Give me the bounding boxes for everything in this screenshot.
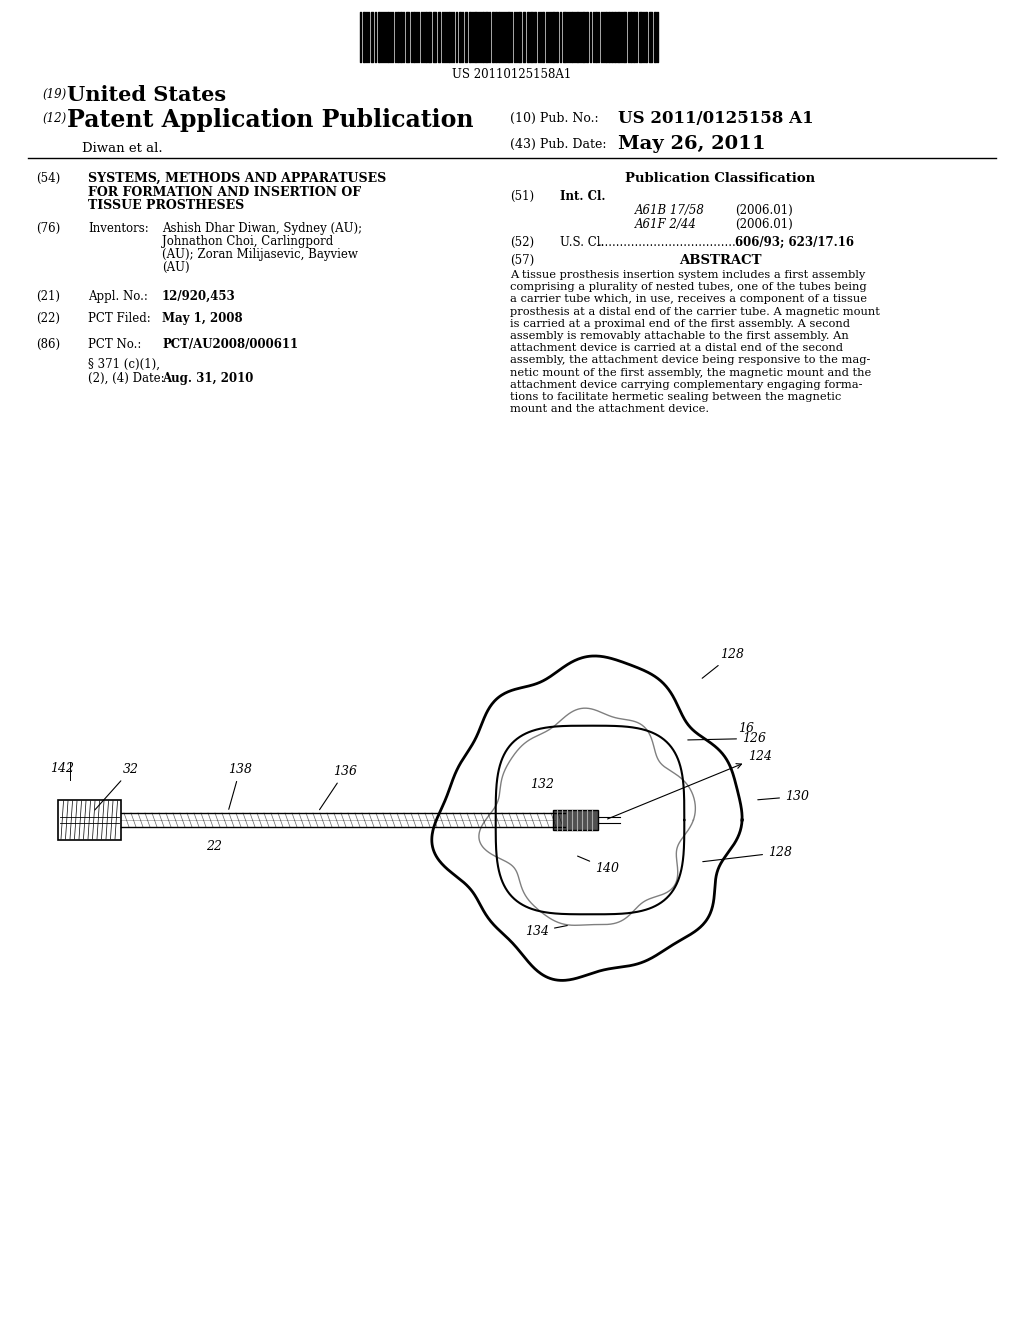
Text: U.S. Cl.: U.S. Cl. bbox=[560, 236, 604, 249]
Text: 140: 140 bbox=[578, 857, 618, 875]
Text: § 371 (c)(1),: § 371 (c)(1), bbox=[88, 358, 160, 371]
Text: May 1, 2008: May 1, 2008 bbox=[162, 312, 243, 325]
Text: 130: 130 bbox=[758, 789, 809, 803]
Text: mount and the attachment device.: mount and the attachment device. bbox=[510, 404, 710, 414]
Text: 128: 128 bbox=[702, 648, 744, 678]
Text: is carried at a proximal end of the first assembly. A second: is carried at a proximal end of the firs… bbox=[510, 319, 850, 329]
Text: comprising a plurality of nested tubes, one of the tubes being: comprising a plurality of nested tubes, … bbox=[510, 282, 866, 292]
Text: (AU): (AU) bbox=[162, 261, 189, 275]
Text: Aug. 31, 2010: Aug. 31, 2010 bbox=[162, 372, 253, 385]
Text: netic mount of the first assembly, the magnetic mount and the: netic mount of the first assembly, the m… bbox=[510, 367, 871, 378]
Text: assembly is removably attachable to the first assembly. An: assembly is removably attachable to the … bbox=[510, 331, 849, 341]
Text: attachment device carrying complementary engaging forma-: attachment device carrying complementary… bbox=[510, 380, 862, 389]
Text: prosthesis at a distal end of the carrier tube. A magnetic mount: prosthesis at a distal end of the carrie… bbox=[510, 306, 880, 317]
Text: 142: 142 bbox=[50, 762, 74, 775]
Text: 22: 22 bbox=[206, 840, 222, 853]
Text: Johnathon Choi, Carlingpord: Johnathon Choi, Carlingpord bbox=[162, 235, 333, 248]
Text: PCT Filed:: PCT Filed: bbox=[88, 312, 151, 325]
Text: (86): (86) bbox=[36, 338, 60, 351]
Text: 32: 32 bbox=[95, 763, 139, 810]
Text: 124: 124 bbox=[607, 750, 772, 818]
Text: (AU); Zoran Milijasevic, Bayview: (AU); Zoran Milijasevic, Bayview bbox=[162, 248, 357, 261]
Text: attachment device is carried at a distal end of the second: attachment device is carried at a distal… bbox=[510, 343, 843, 354]
Text: assembly, the attachment device being responsive to the mag-: assembly, the attachment device being re… bbox=[510, 355, 870, 366]
Text: (57): (57) bbox=[510, 253, 535, 267]
Text: FOR FORMATION AND INSERTION OF: FOR FORMATION AND INSERTION OF bbox=[88, 186, 361, 198]
Text: United States: United States bbox=[67, 84, 226, 106]
Text: Appl. No.:: Appl. No.: bbox=[88, 290, 147, 304]
Text: ABSTRACT: ABSTRACT bbox=[679, 253, 761, 267]
Text: PCT No.:: PCT No.: bbox=[88, 338, 141, 351]
Text: 132: 132 bbox=[530, 777, 554, 791]
Text: Diwan et al.: Diwan et al. bbox=[82, 143, 163, 154]
Text: tions to facilitate hermetic sealing between the magnetic: tions to facilitate hermetic sealing bet… bbox=[510, 392, 842, 403]
Text: 134: 134 bbox=[525, 925, 567, 939]
Text: 128: 128 bbox=[702, 846, 792, 862]
Text: (2006.01): (2006.01) bbox=[735, 205, 793, 216]
Text: 126: 126 bbox=[688, 733, 766, 744]
Text: US 2011/0125158 A1: US 2011/0125158 A1 bbox=[618, 110, 814, 127]
Text: US 20110125158A1: US 20110125158A1 bbox=[453, 69, 571, 81]
Text: (2006.01): (2006.01) bbox=[735, 218, 793, 231]
Text: Int. Cl.: Int. Cl. bbox=[560, 190, 605, 203]
Text: (2), (4) Date:: (2), (4) Date: bbox=[88, 372, 165, 385]
Text: A61F 2/44: A61F 2/44 bbox=[635, 218, 697, 231]
Text: Publication Classification: Publication Classification bbox=[625, 172, 815, 185]
Text: (52): (52) bbox=[510, 236, 535, 249]
Bar bbox=[58, 800, 121, 840]
Text: ......................................: ...................................... bbox=[598, 236, 740, 249]
Text: PCT/AU2008/000611: PCT/AU2008/000611 bbox=[162, 338, 298, 351]
Text: 136: 136 bbox=[319, 766, 357, 809]
Text: A tissue prosthesis insertion system includes a first assembly: A tissue prosthesis insertion system inc… bbox=[510, 271, 865, 280]
Text: 16: 16 bbox=[738, 722, 754, 735]
Text: SYSTEMS, METHODS AND APPARATUSES: SYSTEMS, METHODS AND APPARATUSES bbox=[88, 172, 386, 185]
Text: (54): (54) bbox=[36, 172, 60, 185]
Text: (76): (76) bbox=[36, 222, 60, 235]
Text: 138: 138 bbox=[228, 763, 252, 809]
Text: Ashish Dhar Diwan, Sydney (AU);: Ashish Dhar Diwan, Sydney (AU); bbox=[162, 222, 362, 235]
Text: TISSUE PROSTHESES: TISSUE PROSTHESES bbox=[88, 199, 245, 213]
Text: Inventors:: Inventors: bbox=[88, 222, 148, 235]
Text: (51): (51) bbox=[510, 190, 535, 203]
Text: (10) Pub. No.:: (10) Pub. No.: bbox=[510, 112, 599, 125]
Text: May 26, 2011: May 26, 2011 bbox=[618, 135, 766, 153]
Text: (21): (21) bbox=[36, 290, 60, 304]
Text: Patent Application Publication: Patent Application Publication bbox=[67, 108, 473, 132]
Text: (19): (19) bbox=[42, 88, 67, 102]
Text: (12): (12) bbox=[42, 112, 67, 125]
Text: (43) Pub. Date:: (43) Pub. Date: bbox=[510, 139, 606, 150]
Text: (22): (22) bbox=[36, 312, 60, 325]
Text: A61B 17/58: A61B 17/58 bbox=[635, 205, 705, 216]
Text: a carrier tube which, in use, receives a component of a tissue: a carrier tube which, in use, receives a… bbox=[510, 294, 867, 305]
Text: 12/920,453: 12/920,453 bbox=[162, 290, 236, 304]
Text: 606/93; 623/17.16: 606/93; 623/17.16 bbox=[735, 236, 854, 249]
Bar bbox=[553, 810, 598, 830]
